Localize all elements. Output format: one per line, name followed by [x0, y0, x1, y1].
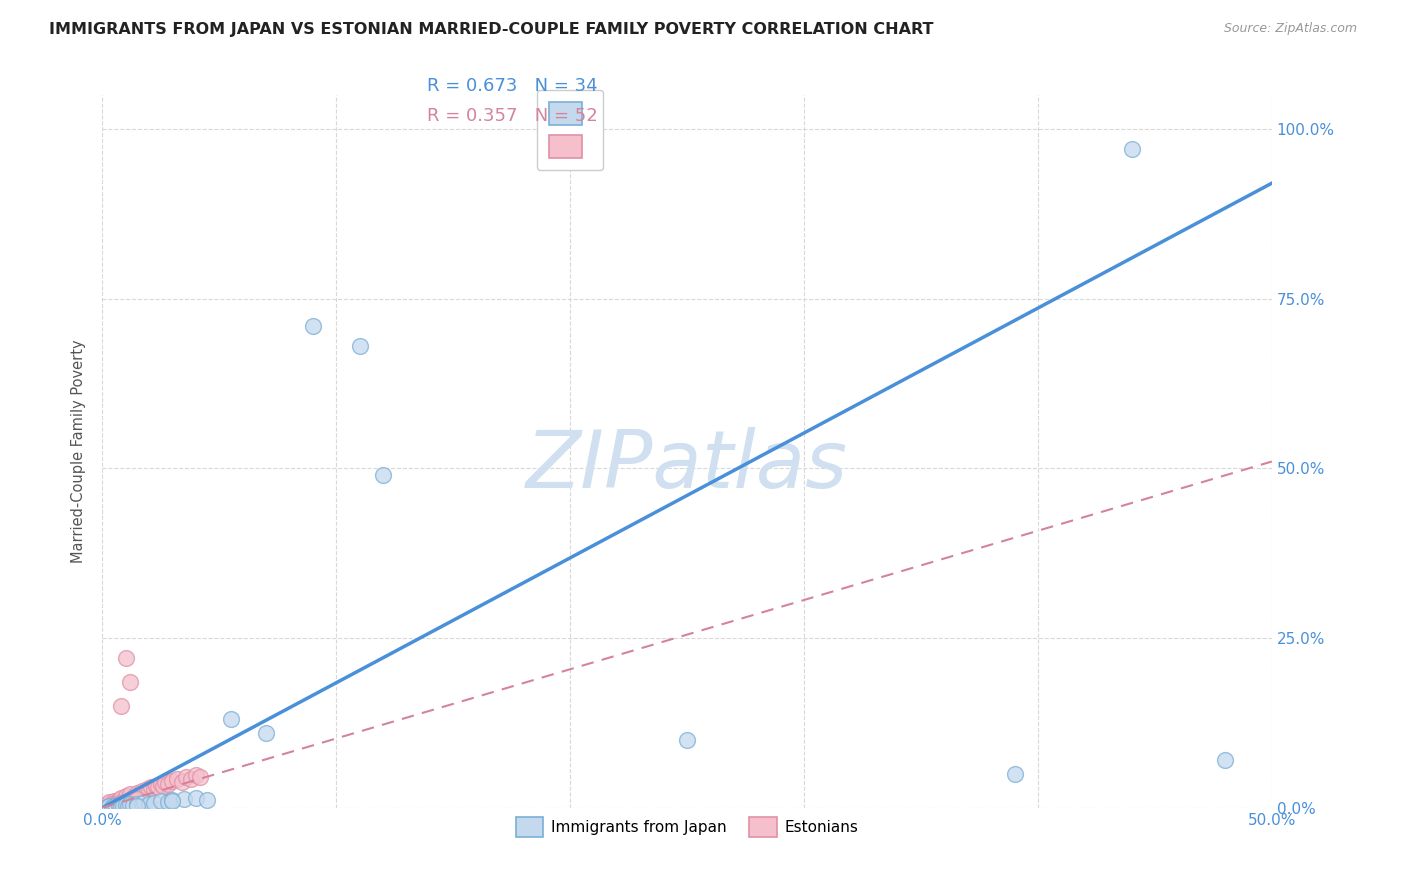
Point — [96, 800, 118, 814]
Point — [103, 798, 125, 813]
Point — [170, 775, 193, 789]
Point — [254, 726, 277, 740]
Point — [148, 780, 170, 795]
Point — [162, 773, 184, 788]
Point — [166, 772, 188, 787]
Point — [124, 789, 146, 803]
Point — [127, 786, 149, 800]
Point — [105, 799, 128, 814]
Point — [117, 795, 139, 809]
Point — [107, 792, 129, 806]
Point — [114, 651, 136, 665]
Text: ZIPatlas: ZIPatlas — [526, 426, 848, 505]
Point — [117, 798, 139, 813]
Point — [110, 796, 132, 810]
Text: Source: ZipAtlas.com: Source: ZipAtlas.com — [1223, 22, 1357, 36]
Point — [162, 794, 184, 808]
Point — [162, 793, 184, 807]
Point — [98, 799, 121, 814]
Point — [114, 795, 136, 809]
Point — [120, 675, 142, 690]
Point — [142, 781, 165, 796]
Point — [155, 775, 177, 789]
Point — [124, 793, 146, 807]
Point — [134, 786, 156, 800]
Point — [107, 797, 129, 812]
Point — [141, 780, 163, 795]
Point — [1004, 766, 1026, 780]
Point — [100, 797, 122, 811]
Point — [112, 798, 135, 813]
Point — [96, 800, 118, 814]
Point — [156, 777, 179, 791]
Text: R = 0.357   N = 52: R = 0.357 N = 52 — [427, 107, 598, 125]
Point — [128, 787, 150, 801]
Point — [149, 777, 172, 791]
Point — [117, 792, 139, 806]
Point — [107, 798, 129, 813]
Point — [112, 797, 135, 811]
Point — [301, 318, 323, 333]
Point — [110, 790, 132, 805]
Point — [138, 797, 160, 811]
Point — [131, 797, 153, 812]
Point — [98, 795, 121, 809]
Point — [110, 698, 132, 713]
Point — [127, 797, 149, 811]
Point — [100, 800, 122, 814]
Point — [112, 794, 135, 808]
Point — [120, 797, 142, 812]
Point — [121, 795, 143, 809]
Point — [127, 799, 149, 814]
Point — [114, 789, 136, 803]
Point — [142, 796, 165, 810]
Point — [152, 779, 174, 793]
Point — [103, 798, 125, 813]
Point — [103, 794, 125, 808]
Point — [105, 797, 128, 811]
Point — [219, 713, 242, 727]
Point — [145, 779, 167, 793]
Point — [93, 798, 115, 813]
Point — [134, 795, 156, 809]
Point — [138, 784, 160, 798]
Point — [105, 795, 128, 809]
Point — [1121, 142, 1143, 156]
Point — [120, 794, 142, 808]
Point — [121, 790, 143, 805]
Y-axis label: Married-Couple Family Poverty: Married-Couple Family Poverty — [72, 340, 86, 563]
Point — [114, 798, 136, 813]
Point — [127, 792, 149, 806]
Point — [156, 795, 179, 809]
Text: IMMIGRANTS FROM JAPAN VS ESTONIAN MARRIED-COUPLE FAMILY POVERTY CORRELATION CHAR: IMMIGRANTS FROM JAPAN VS ESTONIAN MARRIE… — [49, 22, 934, 37]
Point — [184, 768, 207, 782]
Point — [349, 339, 371, 353]
Point — [149, 794, 172, 808]
Point — [197, 792, 219, 806]
Point — [120, 787, 142, 801]
Point — [98, 799, 121, 814]
Point — [131, 784, 153, 798]
Text: R = 0.673   N = 34: R = 0.673 N = 34 — [427, 78, 598, 95]
Point — [96, 797, 118, 812]
Point — [176, 770, 198, 784]
Point — [135, 781, 157, 796]
Point — [676, 732, 699, 747]
Legend: Immigrants from Japan, Estonians: Immigrants from Japan, Estonians — [509, 811, 865, 843]
Point — [100, 798, 122, 813]
Point — [184, 790, 207, 805]
Point — [110, 799, 132, 814]
Point — [190, 770, 212, 784]
Point — [173, 792, 195, 806]
Point — [121, 798, 143, 813]
Point — [180, 772, 202, 787]
Point — [1213, 753, 1236, 767]
Point — [371, 468, 394, 483]
